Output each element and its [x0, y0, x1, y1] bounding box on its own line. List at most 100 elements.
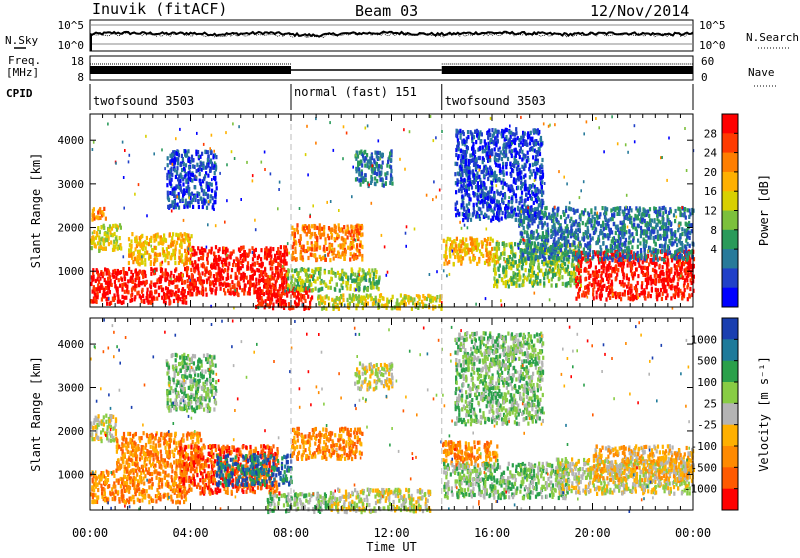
- power-cell: [300, 293, 302, 297]
- power-cell: [114, 245, 116, 249]
- power-cell: [322, 296, 324, 300]
- power-cell: [197, 199, 199, 203]
- power-cell: [580, 264, 582, 268]
- power-cell: [274, 273, 276, 277]
- power-cell: [388, 156, 390, 160]
- power-cell: [119, 223, 121, 227]
- power-cell: [177, 157, 179, 161]
- power-cell: [650, 223, 652, 227]
- power-cell: [610, 208, 612, 212]
- power-cell: [213, 176, 215, 180]
- power-cell: [568, 230, 570, 234]
- power-cell: [309, 281, 311, 285]
- power-cell: [172, 232, 174, 236]
- power-cell: [620, 221, 622, 225]
- power-cell: [140, 296, 142, 300]
- power-cell: [666, 262, 668, 266]
- power-cell: [595, 280, 597, 284]
- power-cell: [332, 271, 334, 275]
- power-cell: [280, 251, 282, 255]
- power-cell: [640, 234, 642, 238]
- power-cell: [180, 291, 182, 295]
- power-cell: [365, 173, 367, 177]
- power-cell: [633, 251, 635, 255]
- power-cell: [655, 235, 657, 239]
- power-cell: [272, 285, 274, 289]
- power-cell: [576, 284, 578, 288]
- power-cell: [167, 163, 169, 167]
- power-cell: [126, 284, 128, 288]
- power-cell: [305, 291, 307, 295]
- power-cell: [214, 289, 216, 293]
- power-cell: [667, 258, 669, 262]
- power-cell: [261, 303, 263, 307]
- power-cell: [357, 161, 359, 165]
- power-cell: [551, 234, 553, 238]
- power-cell: [339, 289, 341, 293]
- power-cell: [443, 254, 445, 258]
- power-cell: [120, 270, 122, 274]
- power-cell: [174, 152, 176, 156]
- power-cell: [570, 229, 572, 233]
- power-cell: [389, 152, 391, 156]
- power-cell: [404, 295, 406, 299]
- power-cell: [131, 280, 133, 284]
- power-cell: [570, 271, 572, 275]
- power-cell: [531, 281, 533, 285]
- freq-unit-label: [MHz]: [6, 66, 39, 79]
- power-cell: [390, 173, 392, 177]
- power-cell: [277, 271, 279, 275]
- power-cell: [103, 288, 105, 292]
- power-cell: [681, 265, 683, 269]
- beam-title: Beam 03: [355, 2, 418, 20]
- power-cell: [432, 299, 434, 303]
- power-cell: [307, 246, 309, 250]
- power-cell: [531, 221, 533, 225]
- power-cell: [630, 250, 632, 254]
- power-cell: [230, 255, 232, 259]
- power-cell: [169, 232, 171, 236]
- power-cell: [504, 274, 506, 278]
- power-cell: [177, 233, 179, 237]
- power-cell: [637, 274, 639, 278]
- power-cell: [359, 282, 361, 286]
- power-cell: [287, 287, 289, 291]
- power-cell: [213, 200, 215, 204]
- power-cell: [94, 244, 96, 248]
- power-cell: [146, 292, 148, 296]
- power-cell: [195, 152, 197, 156]
- power-cell: [579, 223, 581, 227]
- power-cell: [484, 238, 486, 242]
- power-cell: [471, 238, 473, 242]
- power-cell: [443, 239, 445, 243]
- power-cell: [160, 279, 162, 283]
- power-cell: [581, 293, 583, 297]
- power-cell: [359, 267, 361, 271]
- power-cell: [311, 269, 313, 273]
- nsearch-label: N.Search: [746, 31, 799, 44]
- power-cell: [515, 284, 517, 288]
- power-cell: [659, 256, 661, 260]
- power-cell: [633, 260, 635, 264]
- power-cell: [682, 292, 684, 296]
- power-cell: [233, 292, 235, 296]
- power-cell: [224, 268, 226, 272]
- power-cell: [641, 291, 643, 295]
- nsky-label: N.Sky: [5, 34, 38, 47]
- power-cell: [102, 247, 104, 251]
- power-cell: [264, 272, 266, 276]
- power-cell: [490, 237, 492, 241]
- power-cell: [331, 243, 333, 247]
- power-cell: [344, 238, 346, 242]
- power-cell: [240, 247, 242, 251]
- power-cell: [484, 261, 486, 265]
- power-cell: [187, 234, 189, 238]
- noise-left-tick-bottom: 10^0: [58, 39, 85, 52]
- power-cell: [381, 153, 383, 157]
- power-cell: [609, 288, 611, 292]
- power-cell: [144, 258, 146, 262]
- power-cell: [255, 278, 257, 282]
- power-cell: [585, 258, 587, 262]
- power-cell: [287, 276, 289, 280]
- power-cell: [613, 267, 615, 271]
